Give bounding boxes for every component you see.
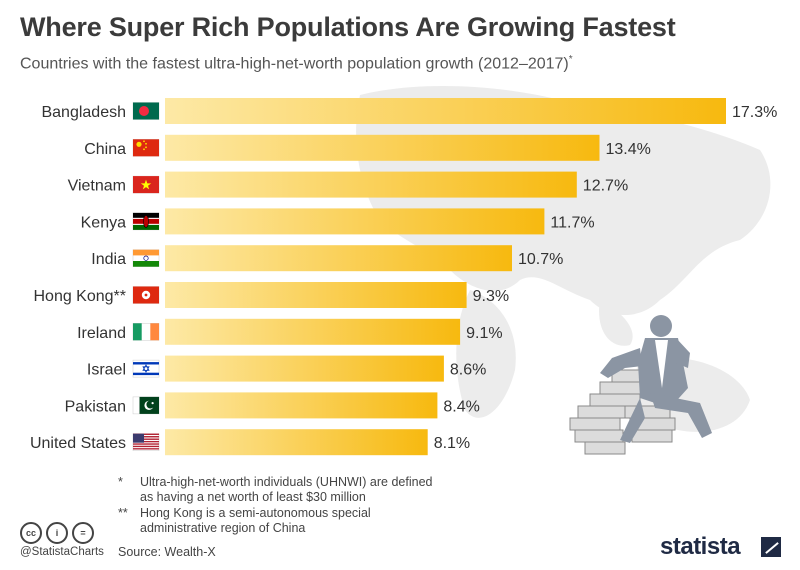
india-flag-icon (132, 249, 160, 267)
vietnam-flag-icon (132, 175, 160, 194)
value-label: 8.1% (434, 435, 470, 452)
china-flag-icon (132, 139, 160, 157)
footnote-1: * Ultra-high-net-worth individuals (UHNWI… (118, 475, 432, 505)
category-label: India (91, 251, 126, 268)
bar (165, 429, 428, 456)
category-label: Ireland (77, 325, 126, 342)
category-label: Israel (87, 362, 126, 379)
cc-icon: cc (20, 522, 42, 544)
chart-subtitle: Countries with the fastest ultra-high-ne… (20, 54, 573, 73)
source-note: Source: Wealth-X (118, 545, 216, 559)
bar (165, 134, 600, 161)
value-label: 8.6% (450, 362, 486, 379)
footnote-1-line-1: Ultra-high-net-worth individuals (UHNWI)… (140, 475, 433, 489)
bar (165, 245, 512, 272)
bar-row: Ireland 9.1% (77, 318, 503, 345)
hong-kong-flag-icon (132, 286, 160, 304)
footnote-2: ** Hong Kong is a semi-autonomous special… (118, 506, 371, 536)
bar (165, 318, 461, 345)
bar-row: Bangladesh 17.3% (41, 98, 777, 124)
value-label: 10.7% (518, 251, 563, 268)
category-label: Kenya (81, 214, 126, 231)
value-label: 13.4% (606, 141, 651, 158)
ireland-flag-icon (132, 323, 160, 341)
bar-row: Kenya 11.7% (81, 208, 595, 235)
social-handle: @StatistaCharts (20, 546, 104, 558)
bar-chart: Bangladesh 17.3% China 13.4% Vietnam 12.7% Ken… (30, 98, 777, 456)
bar-row: Pakistan 8.4% (65, 392, 480, 419)
pakistan-flag-icon (132, 396, 160, 415)
category-label: Vietnam (68, 178, 126, 195)
footnote-2-line-1: Hong Kong is a semi-autonomous special (140, 506, 371, 520)
bar (165, 392, 438, 419)
value-label: 8.4% (443, 398, 479, 415)
value-label: 11.7% (550, 214, 594, 231)
footnote-2-line-2: administrative region of China (140, 521, 306, 535)
subtitle-text: Countries with the fastest ultra-high-ne… (20, 55, 569, 73)
attribution-icon: i (46, 522, 68, 544)
value-label: 9.1% (466, 325, 502, 342)
statista-logo-icon (761, 537, 781, 557)
category-label: United States (30, 435, 126, 452)
chart-title: Where Super Rich Populations Are Growing… (20, 12, 676, 42)
bar-row: China 13.4% (84, 134, 651, 161)
bar-row: United States 8.1% (30, 429, 470, 456)
kenya-flag-icon (132, 212, 160, 231)
united-states-flag-icon (132, 433, 160, 451)
bar-row: India 10.7% (91, 245, 563, 272)
license-icons: cc i = (20, 522, 98, 544)
bar (165, 282, 467, 308)
footnote-1-line-2: as having a net worth of least $30 milli… (140, 490, 366, 504)
footnote-2-mark: ** (118, 506, 128, 520)
value-label: 12.7% (583, 178, 628, 195)
footnote-1-mark: * (118, 475, 123, 489)
bar (165, 98, 726, 124)
bar (165, 355, 444, 382)
bar (165, 208, 545, 235)
category-label: Pakistan (65, 398, 126, 415)
bar-row: Israel 8.6% (87, 355, 486, 382)
category-label: China (84, 141, 126, 158)
bangladesh-flag-icon (132, 102, 160, 120)
bar (165, 171, 577, 198)
value-label: 9.3% (473, 288, 509, 305)
no-derivatives-icon: = (72, 522, 94, 544)
category-label: Hong Kong** (33, 288, 126, 305)
value-label: 17.3% (732, 104, 777, 121)
statista-logo: statista (660, 533, 741, 560)
subtitle-footnote-mark: * (568, 54, 573, 65)
bar-row: Vietnam 12.7% (68, 171, 628, 198)
businessman-illustration (569, 315, 712, 455)
israel-flag-icon (132, 359, 160, 378)
category-label: Bangladesh (41, 104, 126, 121)
bar-row: Hong Kong** 9.3% (33, 282, 509, 308)
